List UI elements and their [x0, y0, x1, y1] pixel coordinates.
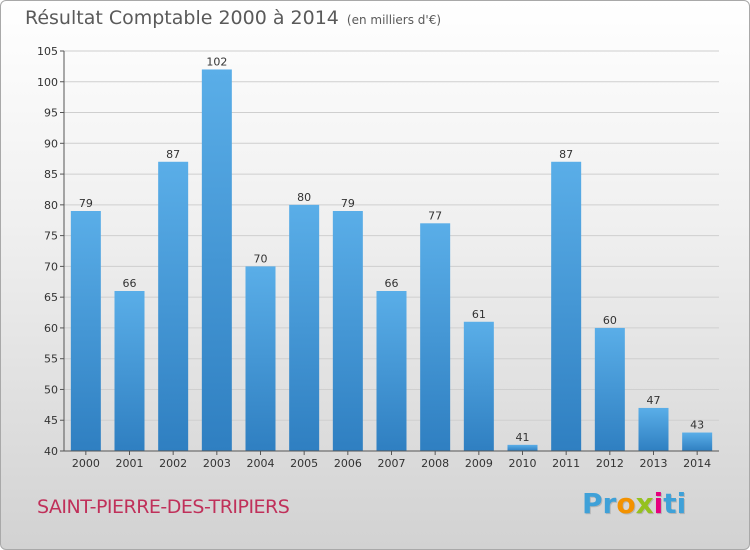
x-tick-label: 2001 [116, 457, 144, 470]
value-label: 47 [647, 394, 661, 407]
x-tick-label: 2013 [640, 457, 668, 470]
chart-title-main: Résultat Comptable 2000 à 2014 [25, 7, 339, 29]
value-label: 87 [559, 148, 573, 161]
y-tick-label: 50 [44, 383, 58, 396]
bar [594, 327, 625, 451]
bar [70, 211, 101, 451]
bar [551, 161, 582, 451]
value-label: 102 [206, 55, 227, 68]
y-tick-label: 90 [44, 137, 58, 150]
x-tick-label: 2002 [159, 457, 187, 470]
value-label: 66 [123, 277, 137, 290]
y-tick-label: 105 [37, 45, 58, 58]
value-label: 79 [341, 197, 355, 210]
proxiti-logo: Proxiti [582, 487, 686, 520]
bar [114, 291, 145, 451]
bars [70, 69, 713, 451]
bar [376, 291, 407, 451]
chart-title: Résultat Comptable 2000 à 2014 (en millie… [25, 7, 441, 29]
x-tick-label: 2009 [465, 457, 493, 470]
value-label: 87 [166, 148, 180, 161]
bar [158, 161, 189, 451]
value-label: 66 [385, 277, 399, 290]
commune-name: SAINT-PIERRE-DES-TRIPIERS [37, 496, 290, 518]
value-label: 70 [254, 252, 268, 265]
y-tick-label: 70 [44, 260, 58, 273]
bar [638, 407, 669, 451]
value-label: 43 [690, 419, 704, 432]
x-tick-label: 2011 [552, 457, 580, 470]
bar [507, 444, 538, 451]
y-tick-label: 40 [44, 445, 58, 458]
bar [332, 211, 363, 451]
x-tick-labels: 2000 2001 2002 2003 2004 2005 2006 2007 2008 2009… [72, 451, 711, 470]
logo-part: Pr [582, 487, 617, 520]
y-tick-label: 75 [44, 230, 58, 243]
x-tick-label: 2004 [247, 457, 275, 470]
logo-part: x [635, 487, 654, 520]
logo-part: ti [663, 487, 687, 520]
x-tick-label: 2000 [72, 457, 100, 470]
x-tick-label: 2006 [334, 457, 362, 470]
value-label: 60 [603, 314, 617, 327]
y-tick-label: 60 [44, 322, 58, 335]
value-label: 77 [428, 209, 442, 222]
bar [289, 204, 320, 451]
x-tick-label: 2003 [203, 457, 231, 470]
x-tick-label: 2010 [509, 457, 537, 470]
y-tick-label: 85 [44, 168, 58, 181]
bar [245, 266, 276, 451]
y-tick-label: 45 [44, 414, 58, 427]
y-tick-label: 95 [44, 107, 58, 120]
x-tick-label: 2008 [421, 457, 449, 470]
logo-part: o [616, 487, 636, 520]
x-tick-label: 2005 [290, 457, 318, 470]
chart-title-unit: (en milliers d'€) [346, 13, 442, 27]
bar [682, 432, 713, 451]
y-tick-label: 100 [37, 76, 58, 89]
y-tick-label: 65 [44, 291, 58, 304]
bar [420, 223, 451, 451]
bar [201, 69, 232, 451]
value-labels: 79 66 87 102 70 80 79 66 77 61 41 87 60 47 43 [79, 55, 704, 443]
bar [463, 321, 494, 451]
x-tick-label: 2012 [596, 457, 624, 470]
value-label: 79 [79, 197, 93, 210]
value-label: 41 [516, 431, 530, 444]
value-label: 61 [472, 308, 486, 321]
x-tick-label: 2014 [683, 457, 711, 470]
y-tick-label: 55 [44, 353, 58, 366]
logo-part: i [653, 487, 664, 520]
y-tick-labels: 40 45 50 55 60 65 70 75 80 85 90 95 100 105 [37, 45, 58, 458]
value-label: 80 [297, 191, 311, 204]
x-tick-label: 2007 [378, 457, 406, 470]
y-tick-label: 80 [44, 199, 58, 212]
